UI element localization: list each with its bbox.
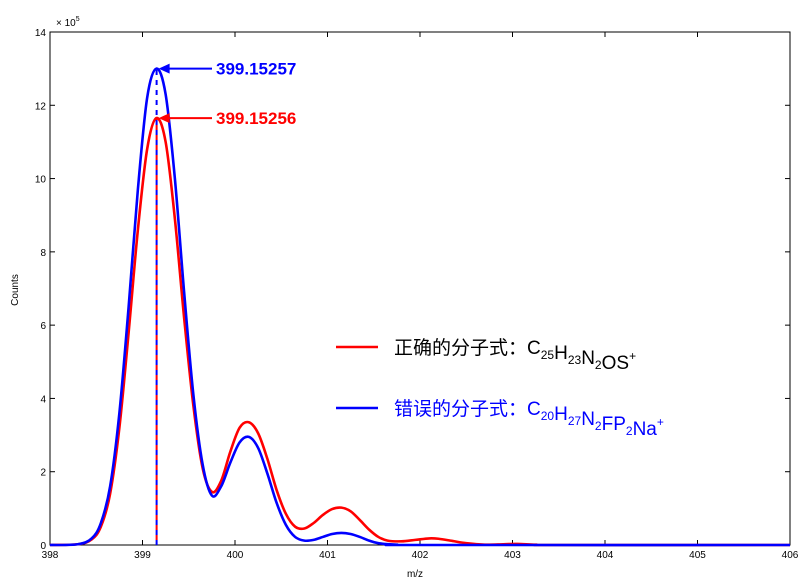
y-axis-multiplier: × 105 <box>56 16 80 29</box>
legend-text-part: 2 <box>595 358 602 372</box>
legend-text-part: FP <box>602 414 626 435</box>
x-axis-label: m/z <box>407 569 423 579</box>
x-tick-label: 401 <box>319 550 336 561</box>
annotation-layer: 399.15257 399.15256 <box>158 60 296 128</box>
x-tick-label: 403 <box>504 550 521 561</box>
plot-border <box>49 31 791 546</box>
y-tick-label: 0 <box>40 541 46 552</box>
legend-text-part: Na <box>633 419 658 440</box>
y-axis-ticks: 0 2 4 6 8 10 12 14 <box>35 28 790 552</box>
x-tick-label: 402 <box>412 550 429 561</box>
x-tick-label: 400 <box>227 550 244 561</box>
legend-text-part: 20 <box>541 409 555 423</box>
x-tick-label: 399 <box>134 550 151 561</box>
legend-text-part: 25 <box>541 348 555 362</box>
annotation-label-2: 399.15256 <box>216 109 296 128</box>
legend-text-part: 2 <box>626 424 633 438</box>
legend-text-part: 正确的分子式：C <box>394 337 541 359</box>
legend-text-part: H <box>554 404 568 425</box>
y-tick-label: 8 <box>40 248 46 259</box>
legend-entry-2: 错误的分子式：C20H27N2FP2Na+ <box>394 398 664 440</box>
legend: 正确的分子式：C25H23N2OS+错误的分子式：C20H27N2FP2Na+ <box>336 337 664 440</box>
series-line-2 <box>49 67 791 547</box>
x-axis-ticks: 398 399 400 401 402 403 404 405 406 <box>42 32 798 561</box>
annotation-arrow-head <box>158 113 170 124</box>
x-tick-label: 405 <box>689 550 706 561</box>
legend-text-part: 23 <box>568 353 582 367</box>
y-tick-label: 12 <box>35 101 47 112</box>
plot-frame <box>49 31 791 546</box>
y-tick-label: 4 <box>40 394 46 405</box>
y-tick-label: 10 <box>35 175 47 186</box>
x-tick-label: 398 <box>42 550 59 561</box>
legend-text-part: 2 <box>595 419 602 433</box>
y-tick-label: 14 <box>35 28 47 39</box>
annotation-arrow-head <box>158 63 170 74</box>
legend-text-part: 错误的分子式：C <box>394 398 541 420</box>
y-tick-label: 6 <box>40 321 46 332</box>
y-axis-label: Counts <box>10 274 21 306</box>
x-tick-label: 404 <box>597 550 614 561</box>
legend-text-part: N <box>581 409 595 430</box>
series-layer <box>49 67 791 547</box>
y-axis-multiplier-exponent: 5 <box>76 16 80 23</box>
legend-text-part: 27 <box>568 414 582 428</box>
legend-text-part: N <box>581 348 595 369</box>
annotation-label-1: 399.15257 <box>216 60 296 79</box>
legend-text-part: + <box>657 415 664 429</box>
legend-text-part: + <box>629 349 636 363</box>
y-axis-multiplier-base: × 10 <box>56 18 76 29</box>
legend-text-part: H <box>554 343 568 364</box>
legend-entry-1: 正确的分子式：C25H23N2OS+ <box>394 337 636 374</box>
x-tick-label: 406 <box>782 550 798 561</box>
y-tick-label: 2 <box>40 468 46 479</box>
legend-text-part: OS <box>602 353 629 374</box>
series-line-1 <box>49 116 791 547</box>
